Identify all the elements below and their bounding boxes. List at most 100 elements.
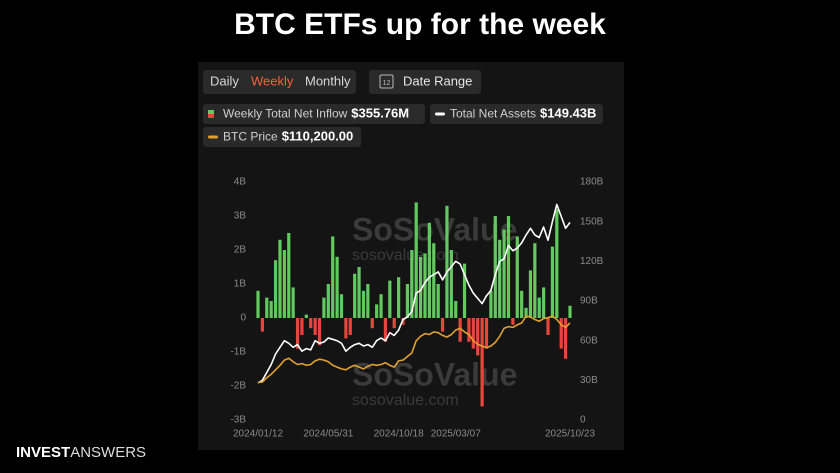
bar — [260, 318, 264, 332]
brand-light: ANSWERS — [70, 444, 146, 461]
bar — [550, 246, 555, 318]
y-tick-label: -3B — [230, 415, 246, 426]
bar — [300, 318, 304, 335]
bar — [287, 233, 291, 318]
bar — [344, 318, 348, 339]
bar — [418, 256, 423, 318]
bar — [471, 318, 475, 349]
bar — [489, 290, 493, 318]
slide-title: BTC ETFs up for the week — [234, 8, 606, 41]
bar — [317, 318, 322, 346]
watermark-url: sosovalue.com — [352, 247, 459, 264]
y-tick-label: 4B — [234, 177, 247, 188]
bar — [515, 236, 519, 318]
x-tick-label: 2024/05/31 — [303, 429, 353, 440]
bar — [366, 284, 370, 318]
bar — [542, 287, 546, 318]
legend-box — [203, 104, 425, 124]
legend-swatch — [435, 112, 445, 116]
bar — [484, 318, 489, 349]
bar — [309, 318, 313, 329]
period-option[interactable]: Weekly — [251, 73, 294, 88]
y-tick-label: -1B — [230, 347, 246, 358]
bar — [410, 250, 414, 318]
y2-tick-label: 30B — [580, 375, 598, 386]
bar — [564, 318, 568, 359]
legend-value: $355.76M — [351, 106, 409, 121]
bar — [480, 318, 484, 407]
y2-tick-label: 180B — [580, 177, 604, 188]
bar — [256, 290, 260, 318]
bar — [397, 277, 401, 318]
y-tick-label: 3B — [234, 211, 247, 222]
watermark-url: sosovalue.com — [352, 392, 459, 409]
bar — [537, 297, 541, 318]
calendar-icon-text: 12 — [383, 80, 391, 87]
bar — [546, 318, 550, 335]
plot: -3B -2B -1B 0 1B 2B 3B 4B 0 30B 60B 90B 120B 150B 180B… — [230, 177, 603, 440]
bar — [348, 318, 352, 335]
calendar-icon — [379, 74, 394, 89]
bar — [392, 318, 396, 329]
bar — [520, 290, 524, 318]
bar — [265, 297, 269, 318]
bar — [559, 318, 563, 349]
bar — [295, 318, 300, 349]
bar — [506, 216, 511, 318]
bar — [445, 205, 449, 318]
y-tick-label: 0 — [240, 313, 246, 324]
bar — [405, 284, 410, 318]
y2-tick-label: 150B — [580, 216, 604, 227]
bar — [533, 243, 537, 318]
y-tick-label: 1B — [234, 279, 247, 290]
legend-swatch — [208, 114, 214, 118]
bar — [322, 297, 326, 318]
line — [257, 203, 571, 384]
legend-name: Weekly Total Net Inflow — [223, 107, 348, 121]
bar — [528, 270, 533, 318]
bar — [370, 318, 374, 329]
legend-name: Total Net Assets — [450, 107, 536, 121]
bar — [423, 253, 427, 318]
watermark-logo: SoSoValue — [352, 211, 517, 247]
watermark-logo: SoSoValue — [352, 356, 517, 392]
y2-tick-label: 60B — [580, 335, 598, 346]
legend-label: Total Net Assets $149.43B — [450, 106, 596, 121]
legend-name: BTC Price — [223, 130, 278, 144]
legend-box — [203, 127, 361, 147]
bar — [493, 216, 497, 318]
bar — [555, 209, 559, 318]
bar — [326, 284, 330, 318]
bar — [375, 304, 379, 318]
date-range-label[interactable]: Date Range — [403, 73, 472, 88]
bar — [361, 290, 366, 318]
line — [257, 315, 571, 384]
x-tick-label: 2025/03/07 — [431, 429, 481, 440]
bar — [427, 222, 431, 318]
period-option[interactable]: Monthly — [305, 73, 351, 88]
bar — [476, 318, 480, 356]
bar — [353, 273, 357, 318]
legend-swatch — [208, 135, 218, 139]
bar — [269, 301, 273, 318]
bar — [335, 256, 339, 318]
x-tick-label: 2024/01/12 — [233, 429, 283, 440]
legend-value: $149.43B — [540, 106, 596, 121]
bar — [436, 284, 440, 318]
y-tick-label: -2B — [230, 381, 246, 392]
bar — [524, 307, 528, 318]
y2-tick-label: 120B — [580, 256, 604, 267]
x-tick-label: 2025/10/23 — [545, 429, 595, 440]
bar — [467, 318, 471, 342]
brand-strong: INVEST — [16, 444, 70, 461]
bar — [454, 301, 458, 318]
bar — [357, 267, 361, 318]
period-option[interactable]: Daily — [210, 73, 239, 88]
y2-tick-label: 90B — [580, 296, 598, 307]
bar — [388, 280, 392, 318]
legend-label: Weekly Total Net Inflow $355.76M — [223, 106, 409, 121]
bar — [331, 236, 335, 318]
date-range-button[interactable] — [369, 70, 481, 94]
bar — [432, 243, 436, 318]
